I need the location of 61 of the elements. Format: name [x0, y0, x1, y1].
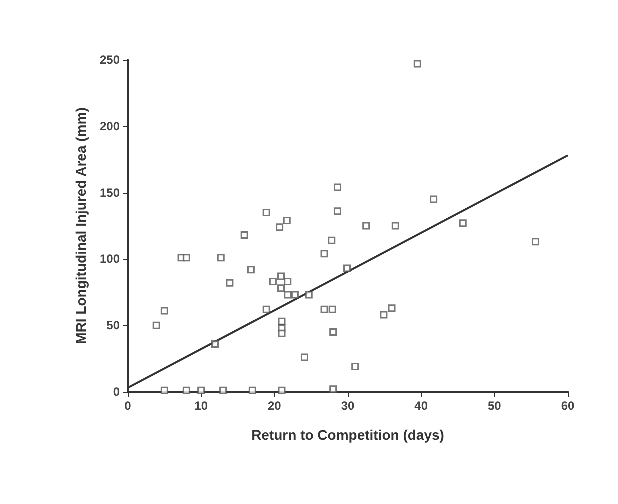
point [330, 328, 338, 336]
point [182, 386, 190, 394]
point [278, 284, 286, 292]
point [334, 184, 342, 192]
point [300, 354, 308, 362]
point [291, 291, 299, 299]
point [352, 363, 360, 371]
x-tick-label: 20 [268, 399, 282, 413]
point [320, 306, 328, 314]
x-tick-label: 10 [194, 399, 208, 413]
point [182, 254, 190, 262]
point [248, 386, 256, 394]
y-tick-label: 0 [113, 385, 120, 399]
point [392, 222, 400, 230]
point [160, 307, 168, 315]
point [276, 224, 284, 232]
x-axis-title: Return to Competition (days) [252, 427, 444, 443]
point [269, 278, 277, 286]
point [160, 386, 168, 394]
point [380, 311, 388, 319]
point [328, 236, 336, 244]
y-tick-label: 200 [100, 119, 120, 134]
point [240, 232, 248, 240]
point [278, 330, 286, 338]
point [217, 254, 225, 262]
point [212, 340, 220, 348]
point [328, 306, 336, 314]
point [362, 222, 370, 230]
point [284, 278, 292, 286]
point [278, 318, 286, 326]
point [414, 60, 422, 68]
point [220, 386, 228, 394]
point [320, 250, 328, 258]
y-tick-label: 100 [100, 252, 120, 266]
point [247, 266, 255, 274]
y-tick-label: 50 [106, 318, 120, 333]
point [305, 291, 313, 299]
y-tick-label: 250 [100, 53, 120, 67]
x-tick-label: 0 [124, 399, 132, 413]
x-tick-label: 40 [414, 399, 428, 413]
x-tick-label: 60 [561, 399, 575, 413]
point [262, 306, 270, 314]
point [344, 264, 352, 272]
point [334, 208, 342, 216]
x-tick-label: 50 [488, 399, 502, 413]
point [388, 304, 396, 312]
y-tick-label: 150 [100, 186, 120, 200]
y-axis-title: MRI Longitudinal Injured Area (mm) [73, 108, 89, 344]
x-tick-label: 30 [341, 399, 355, 413]
point [278, 272, 286, 280]
point [152, 322, 160, 330]
point [283, 216, 291, 224]
point [532, 238, 540, 246]
point [226, 279, 234, 287]
point [330, 386, 338, 394]
point [430, 196, 438, 204]
point [262, 208, 270, 216]
point [459, 220, 467, 228]
point [284, 291, 292, 299]
point [198, 386, 206, 394]
point [278, 386, 286, 394]
